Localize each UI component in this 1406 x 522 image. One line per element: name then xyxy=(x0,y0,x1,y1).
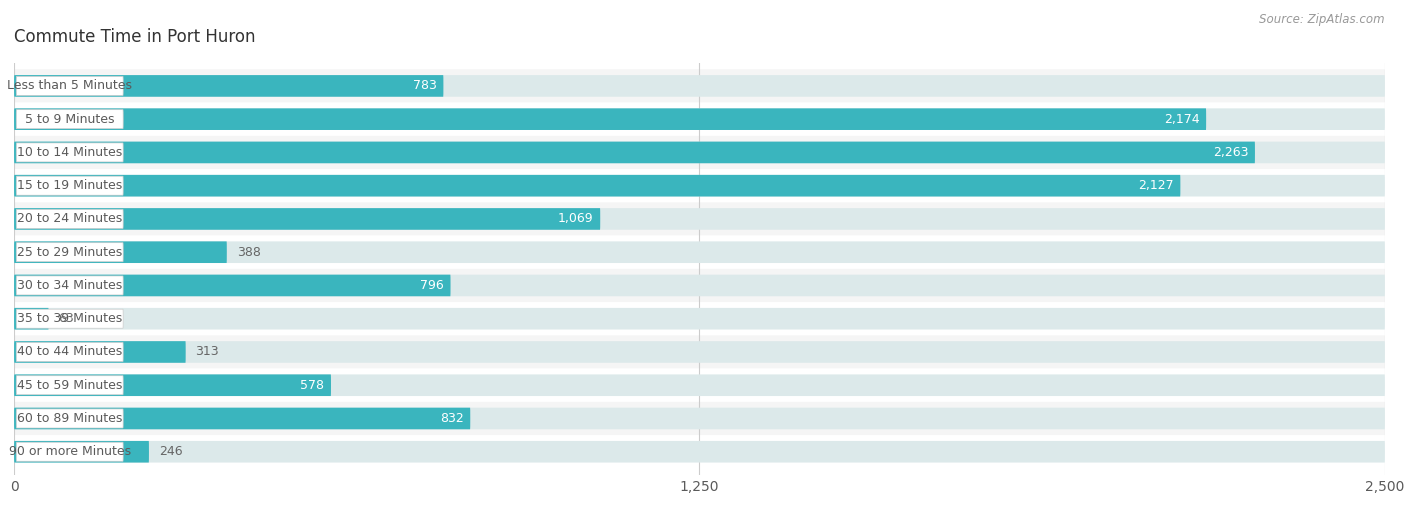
FancyBboxPatch shape xyxy=(17,442,124,461)
Text: 10 to 14 Minutes: 10 to 14 Minutes xyxy=(17,146,122,159)
FancyBboxPatch shape xyxy=(14,203,1385,235)
FancyBboxPatch shape xyxy=(14,175,1385,196)
Text: 15 to 19 Minutes: 15 to 19 Minutes xyxy=(17,179,122,192)
Text: 2,127: 2,127 xyxy=(1139,179,1174,192)
FancyBboxPatch shape xyxy=(14,335,1385,369)
Text: Source: ZipAtlas.com: Source: ZipAtlas.com xyxy=(1260,13,1385,26)
Text: 832: 832 xyxy=(440,412,464,425)
FancyBboxPatch shape xyxy=(14,175,1181,196)
FancyBboxPatch shape xyxy=(14,169,1385,203)
FancyBboxPatch shape xyxy=(14,75,1385,97)
Text: 90 or more Minutes: 90 or more Minutes xyxy=(8,445,131,458)
Text: 35 to 39 Minutes: 35 to 39 Minutes xyxy=(17,312,122,325)
FancyBboxPatch shape xyxy=(14,374,1385,396)
FancyBboxPatch shape xyxy=(14,374,330,396)
Text: 20 to 24 Minutes: 20 to 24 Minutes xyxy=(17,212,122,226)
Text: 578: 578 xyxy=(301,379,325,392)
FancyBboxPatch shape xyxy=(14,408,470,429)
Text: 40 to 44 Minutes: 40 to 44 Minutes xyxy=(17,346,122,359)
FancyBboxPatch shape xyxy=(14,141,1385,163)
FancyBboxPatch shape xyxy=(14,109,1385,130)
FancyBboxPatch shape xyxy=(17,176,124,195)
FancyBboxPatch shape xyxy=(17,276,124,295)
Text: 30 to 34 Minutes: 30 to 34 Minutes xyxy=(17,279,122,292)
Text: 783: 783 xyxy=(413,79,437,92)
FancyBboxPatch shape xyxy=(14,275,1385,296)
Text: 5 to 9 Minutes: 5 to 9 Minutes xyxy=(25,113,114,126)
FancyBboxPatch shape xyxy=(14,75,443,97)
FancyBboxPatch shape xyxy=(14,141,1256,163)
FancyBboxPatch shape xyxy=(14,435,1385,468)
FancyBboxPatch shape xyxy=(17,309,124,328)
Text: 25 to 29 Minutes: 25 to 29 Minutes xyxy=(17,246,122,259)
FancyBboxPatch shape xyxy=(14,136,1385,169)
FancyBboxPatch shape xyxy=(17,143,124,162)
FancyBboxPatch shape xyxy=(17,76,124,96)
FancyBboxPatch shape xyxy=(14,308,49,329)
FancyBboxPatch shape xyxy=(14,208,1385,230)
FancyBboxPatch shape xyxy=(14,241,226,263)
FancyBboxPatch shape xyxy=(14,341,1385,363)
Text: 2,174: 2,174 xyxy=(1164,113,1199,126)
FancyBboxPatch shape xyxy=(17,209,124,229)
Text: 313: 313 xyxy=(195,346,219,359)
FancyBboxPatch shape xyxy=(14,235,1385,269)
FancyBboxPatch shape xyxy=(17,342,124,361)
FancyBboxPatch shape xyxy=(14,441,149,462)
Text: 2,263: 2,263 xyxy=(1213,146,1249,159)
FancyBboxPatch shape xyxy=(17,376,124,395)
FancyBboxPatch shape xyxy=(14,302,1385,335)
FancyBboxPatch shape xyxy=(14,69,1385,102)
Text: 246: 246 xyxy=(159,445,183,458)
Text: 60 to 89 Minutes: 60 to 89 Minutes xyxy=(17,412,122,425)
FancyBboxPatch shape xyxy=(14,241,1385,263)
Text: 388: 388 xyxy=(236,246,260,259)
FancyBboxPatch shape xyxy=(14,208,600,230)
FancyBboxPatch shape xyxy=(17,110,124,129)
Text: 63: 63 xyxy=(59,312,75,325)
Text: 45 to 59 Minutes: 45 to 59 Minutes xyxy=(17,379,122,392)
FancyBboxPatch shape xyxy=(14,308,1385,329)
FancyBboxPatch shape xyxy=(14,369,1385,402)
Text: 796: 796 xyxy=(420,279,444,292)
FancyBboxPatch shape xyxy=(14,269,1385,302)
Text: Commute Time in Port Huron: Commute Time in Port Huron xyxy=(14,28,256,46)
FancyBboxPatch shape xyxy=(14,341,186,363)
FancyBboxPatch shape xyxy=(14,408,1385,429)
FancyBboxPatch shape xyxy=(17,409,124,428)
Text: Less than 5 Minutes: Less than 5 Minutes xyxy=(7,79,132,92)
FancyBboxPatch shape xyxy=(17,243,124,262)
FancyBboxPatch shape xyxy=(14,441,1385,462)
FancyBboxPatch shape xyxy=(14,109,1206,130)
FancyBboxPatch shape xyxy=(14,275,450,296)
FancyBboxPatch shape xyxy=(14,102,1385,136)
FancyBboxPatch shape xyxy=(14,402,1385,435)
Text: 1,069: 1,069 xyxy=(558,212,593,226)
